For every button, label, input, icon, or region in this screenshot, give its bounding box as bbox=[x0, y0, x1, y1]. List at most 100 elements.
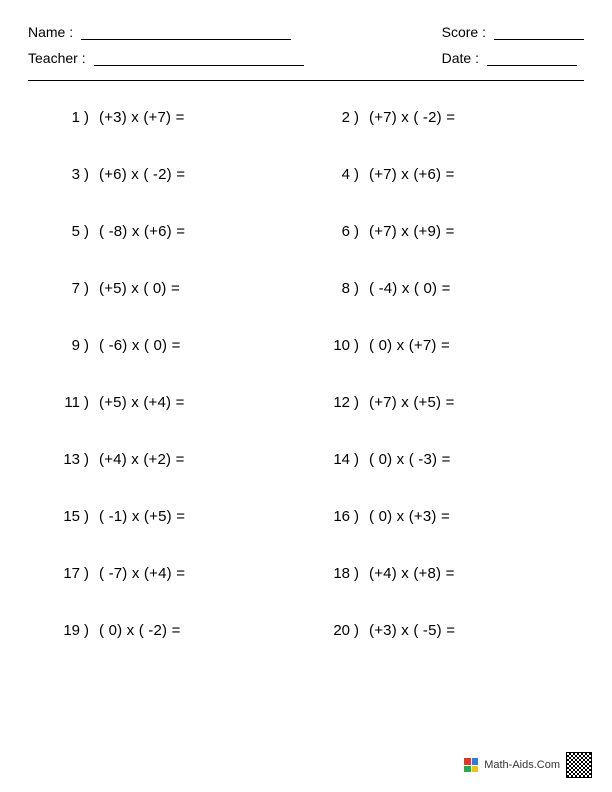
problem-expression: ( 0) x ( -2) = bbox=[99, 622, 181, 639]
teacher-label: Teacher : bbox=[28, 50, 86, 66]
problem-number: 2 bbox=[316, 109, 350, 126]
problem-expression: (+4) x (+2) = bbox=[99, 451, 185, 468]
header-left-col: Name : Teacher : bbox=[28, 24, 304, 66]
problem-number: 13 bbox=[46, 451, 80, 468]
problem-row: 9) ( -6) x ( 0) = bbox=[46, 337, 296, 354]
score-field: Score : bbox=[442, 24, 584, 40]
problem-row: 16) ( 0) x (+3) = bbox=[316, 508, 566, 525]
teacher-blank-line bbox=[94, 52, 304, 66]
problem-paren: ) bbox=[354, 223, 359, 240]
score-label: Score : bbox=[442, 24, 486, 40]
problem-expression: ( 0) x (+3) = bbox=[369, 508, 450, 525]
header-right-col: Score : Date : bbox=[442, 24, 584, 66]
problem-expression: (+7) x (+6) = bbox=[369, 166, 455, 183]
problem-paren: ) bbox=[354, 109, 359, 126]
problem-expression: (+7) x (+5) = bbox=[369, 394, 455, 411]
problem-paren: ) bbox=[84, 508, 89, 525]
problem-expression: ( -4) x ( 0) = bbox=[369, 280, 451, 297]
problem-paren: ) bbox=[84, 394, 89, 411]
problem-paren: ) bbox=[84, 223, 89, 240]
problem-row: 13) (+4) x (+2) = bbox=[46, 451, 296, 468]
problem-paren: ) bbox=[84, 337, 89, 354]
problem-expression: (+5) x (+4) = bbox=[99, 394, 185, 411]
problem-number: 3 bbox=[46, 166, 80, 183]
problem-expression: ( -7) x (+4) = bbox=[99, 565, 185, 582]
math-aids-logo-icon bbox=[464, 758, 478, 772]
problem-expression: ( 0) x (+7) = bbox=[369, 337, 450, 354]
problem-number: 10 bbox=[316, 337, 350, 354]
problem-expression: ( -6) x ( 0) = bbox=[99, 337, 181, 354]
problem-row: 10) ( 0) x (+7) = bbox=[316, 337, 566, 354]
problem-row: 6) (+7) x (+9) = bbox=[316, 223, 566, 240]
problem-row: 4) (+7) x (+6) = bbox=[316, 166, 566, 183]
problem-paren: ) bbox=[84, 451, 89, 468]
date-field: Date : bbox=[442, 50, 584, 66]
problem-number: 20 bbox=[316, 622, 350, 639]
problem-paren: ) bbox=[84, 622, 89, 639]
problem-number: 19 bbox=[46, 622, 80, 639]
problem-row: 1) (+3) x (+7) = bbox=[46, 109, 296, 126]
problem-expression: (+7) x (+9) = bbox=[369, 223, 455, 240]
problem-row: 7) (+5) x ( 0) = bbox=[46, 280, 296, 297]
problem-row: 20) (+3) x ( -5) = bbox=[316, 622, 566, 639]
name-label: Name : bbox=[28, 24, 73, 40]
problem-paren: ) bbox=[84, 565, 89, 582]
problem-expression: (+3) x ( -5) = bbox=[369, 622, 455, 639]
problem-expression: (+7) x ( -2) = bbox=[369, 109, 455, 126]
problem-paren: ) bbox=[354, 166, 359, 183]
date-label: Date : bbox=[442, 50, 479, 66]
problem-expression: ( 0) x ( -3) = bbox=[369, 451, 451, 468]
problem-paren: ) bbox=[84, 280, 89, 297]
problem-expression: ( -1) x (+5) = bbox=[99, 508, 185, 525]
problem-number: 7 bbox=[46, 280, 80, 297]
teacher-field: Teacher : bbox=[28, 50, 304, 66]
problem-row: 17) ( -7) x (+4) = bbox=[46, 565, 296, 582]
problem-row: 5) ( -8) x (+6) = bbox=[46, 223, 296, 240]
qr-code-icon bbox=[566, 752, 592, 778]
problem-row: 14) ( 0) x ( -3) = bbox=[316, 451, 566, 468]
problem-number: 8 bbox=[316, 280, 350, 297]
problem-row: 11) (+5) x (+4) = bbox=[46, 394, 296, 411]
problem-number: 11 bbox=[46, 394, 80, 411]
problem-row: 12) (+7) x (+5) = bbox=[316, 394, 566, 411]
problem-paren: ) bbox=[84, 109, 89, 126]
problem-paren: ) bbox=[354, 565, 359, 582]
problem-paren: ) bbox=[354, 451, 359, 468]
problem-number: 12 bbox=[316, 394, 350, 411]
problem-row: 18) (+4) x (+8) = bbox=[316, 565, 566, 582]
problem-paren: ) bbox=[354, 280, 359, 297]
problem-expression: ( -8) x (+6) = bbox=[99, 223, 185, 240]
score-blank-line bbox=[494, 26, 584, 40]
problem-row: 15) ( -1) x (+5) = bbox=[46, 508, 296, 525]
date-blank-line bbox=[487, 52, 577, 66]
name-blank-line bbox=[81, 26, 291, 40]
header-divider bbox=[28, 80, 584, 81]
problems-grid: 1) (+3) x (+7) = 2) (+7) x ( -2) = 3) (+6) … bbox=[28, 109, 584, 639]
problem-expression: (+5) x ( 0) = bbox=[99, 280, 180, 297]
problem-row: 8) ( -4) x ( 0) = bbox=[316, 280, 566, 297]
problem-number: 14 bbox=[316, 451, 350, 468]
problem-paren: ) bbox=[354, 337, 359, 354]
problem-number: 16 bbox=[316, 508, 350, 525]
problem-number: 18 bbox=[316, 565, 350, 582]
problem-number: 4 bbox=[316, 166, 350, 183]
problem-expression: (+4) x (+8) = bbox=[369, 565, 455, 582]
problem-expression: (+3) x (+7) = bbox=[99, 109, 185, 126]
problem-paren: ) bbox=[354, 622, 359, 639]
worksheet-header: Name : Teacher : Score : Date : bbox=[28, 24, 584, 66]
footer-site-text: Math-Aids.Com bbox=[484, 759, 560, 771]
problem-paren: ) bbox=[84, 166, 89, 183]
page-footer: Math-Aids.Com bbox=[464, 752, 592, 778]
problem-number: 9 bbox=[46, 337, 80, 354]
problem-number: 6 bbox=[316, 223, 350, 240]
problem-number: 15 bbox=[46, 508, 80, 525]
problem-row: 3) (+6) x ( -2) = bbox=[46, 166, 296, 183]
name-field: Name : bbox=[28, 24, 304, 40]
problem-paren: ) bbox=[354, 508, 359, 525]
problem-number: 5 bbox=[46, 223, 80, 240]
problem-row: 19) ( 0) x ( -2) = bbox=[46, 622, 296, 639]
problem-paren: ) bbox=[354, 394, 359, 411]
problem-number: 1 bbox=[46, 109, 80, 126]
problem-number: 17 bbox=[46, 565, 80, 582]
problem-expression: (+6) x ( -2) = bbox=[99, 166, 185, 183]
